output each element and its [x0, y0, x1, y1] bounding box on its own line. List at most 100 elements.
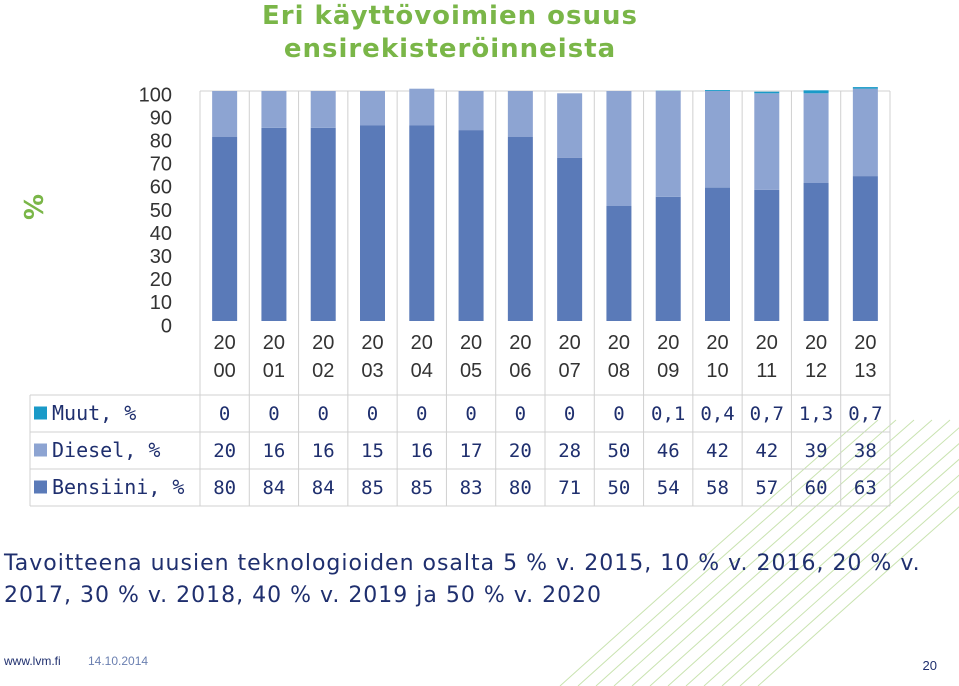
legend-swatch [34, 406, 47, 420]
data-label: 83 [460, 477, 483, 499]
data-label: 0 [317, 403, 328, 425]
data-label: 85 [361, 477, 384, 499]
data-label: 1,3 [799, 403, 833, 425]
data-label: 84 [312, 477, 335, 499]
bar-diesel [261, 91, 287, 128]
swoosh-line [559, 419, 861, 686]
data-label: 42 [755, 440, 778, 462]
bar-bensiini [655, 196, 681, 321]
y-tick-label: 50 [150, 200, 172, 222]
data-label: 42 [706, 440, 729, 462]
x-tick-label: 20 10 [706, 332, 728, 382]
data-label: 46 [657, 440, 680, 462]
x-tick-label: 20 07 [559, 332, 581, 382]
bar-bensiini [507, 137, 533, 321]
bar-diesel [557, 93, 583, 158]
data-label: 0 [613, 403, 624, 425]
data-label: 84 [262, 477, 285, 499]
swoosh-line [721, 474, 959, 686]
data-label: 0 [268, 403, 279, 425]
data-label: 57 [755, 477, 778, 499]
data-label: 80 [509, 477, 532, 499]
y-tick-label: 20 [150, 269, 172, 291]
legend-label: Muut, % [52, 401, 136, 425]
bar-bensiini [557, 157, 583, 321]
data-label: 0 [515, 403, 526, 425]
x-tick-label: 20 13 [854, 332, 876, 382]
swoosh-line [703, 458, 959, 686]
y-tick-label: 30 [150, 246, 172, 268]
bar-bensiini [852, 176, 878, 321]
data-table: Muut, % 0 0 0 0 0 0 0 0 0 0,1 0,4 0,7 1,3 0,7 Diesel, %… [34, 401, 883, 499]
x-tick-labels: 20 00 20 01 20 02 20 03 20 04 20 05 20 06 20 07 20 08 20 09… [214, 332, 877, 382]
bar-bensiini [261, 127, 287, 321]
y-tick-label: 10 [150, 292, 172, 314]
footer-date: 14.10.2014 [88, 654, 149, 668]
bar-diesel [705, 91, 730, 188]
y-tick-label: 0 [161, 315, 172, 337]
bars [212, 87, 878, 321]
data-label: 0,1 [651, 403, 685, 425]
bar-bensiini [754, 189, 780, 321]
bar-diesel [803, 93, 829, 183]
bar-diesel [409, 88, 435, 126]
data-label: 28 [558, 440, 581, 462]
data-label: 0,7 [750, 403, 784, 425]
data-label: 63 [854, 477, 877, 499]
data-label: 38 [854, 440, 877, 462]
bar-bensiini [409, 125, 435, 321]
bar-muut [852, 87, 878, 89]
swoosh-line [667, 427, 959, 686]
bar-diesel [852, 88, 878, 177]
data-label: 16 [410, 440, 433, 462]
x-tick-label: 20 03 [361, 332, 383, 382]
data-label: 54 [657, 477, 680, 499]
swoosh-line [739, 490, 959, 686]
data-label: 16 [262, 440, 285, 462]
decorative-swoosh-lines [559, 419, 959, 686]
x-tick-label: 20 01 [263, 332, 285, 382]
footer-url: www.lvm.fi [4, 654, 61, 668]
bar-bensiini [458, 130, 484, 321]
x-tick-label: 20 11 [756, 332, 778, 382]
x-tick-label: 20 00 [214, 332, 236, 382]
bar-muut [705, 90, 730, 91]
swoosh-line [685, 442, 959, 686]
data-label: 80 [213, 477, 236, 499]
data-label: 50 [607, 477, 630, 499]
bar-muut [754, 91, 780, 94]
x-tick-label: 20 12 [805, 332, 827, 382]
chart-title: Eri käyttövoimien osuus ensirekisteröinn… [261, 1, 638, 64]
data-label: 0,4 [700, 403, 734, 425]
data-label: 0 [416, 403, 427, 425]
data-label: 50 [607, 440, 630, 462]
page-number: 20 [922, 658, 937, 673]
bar-diesel [754, 93, 780, 190]
data-label: 15 [361, 440, 384, 462]
y-tick-label: 80 [150, 130, 172, 152]
data-label: 39 [805, 440, 828, 462]
bar-bensiini [310, 127, 336, 321]
data-label: 58 [706, 477, 729, 499]
data-label: 0 [465, 403, 476, 425]
bar-diesel [458, 91, 484, 131]
legend-swatch [34, 443, 47, 457]
swoosh-line [595, 419, 897, 686]
x-tick-label: 20 06 [509, 332, 531, 382]
swoosh-line [649, 419, 951, 686]
data-table-grid [29, 90, 891, 507]
data-label: 20 [213, 440, 236, 462]
bar-diesel [310, 91, 336, 128]
data-label: 20 [509, 440, 532, 462]
data-label: 85 [410, 477, 433, 499]
x-tick-label: 20 09 [657, 332, 679, 382]
bar-muut [803, 90, 829, 94]
data-label: 0,7 [848, 403, 882, 425]
bar-diesel [360, 91, 385, 126]
legend-label: Diesel, % [52, 438, 160, 462]
data-label: 71 [558, 477, 581, 499]
legend-swatch [34, 480, 47, 494]
y-tick-label: 100 [139, 84, 172, 106]
